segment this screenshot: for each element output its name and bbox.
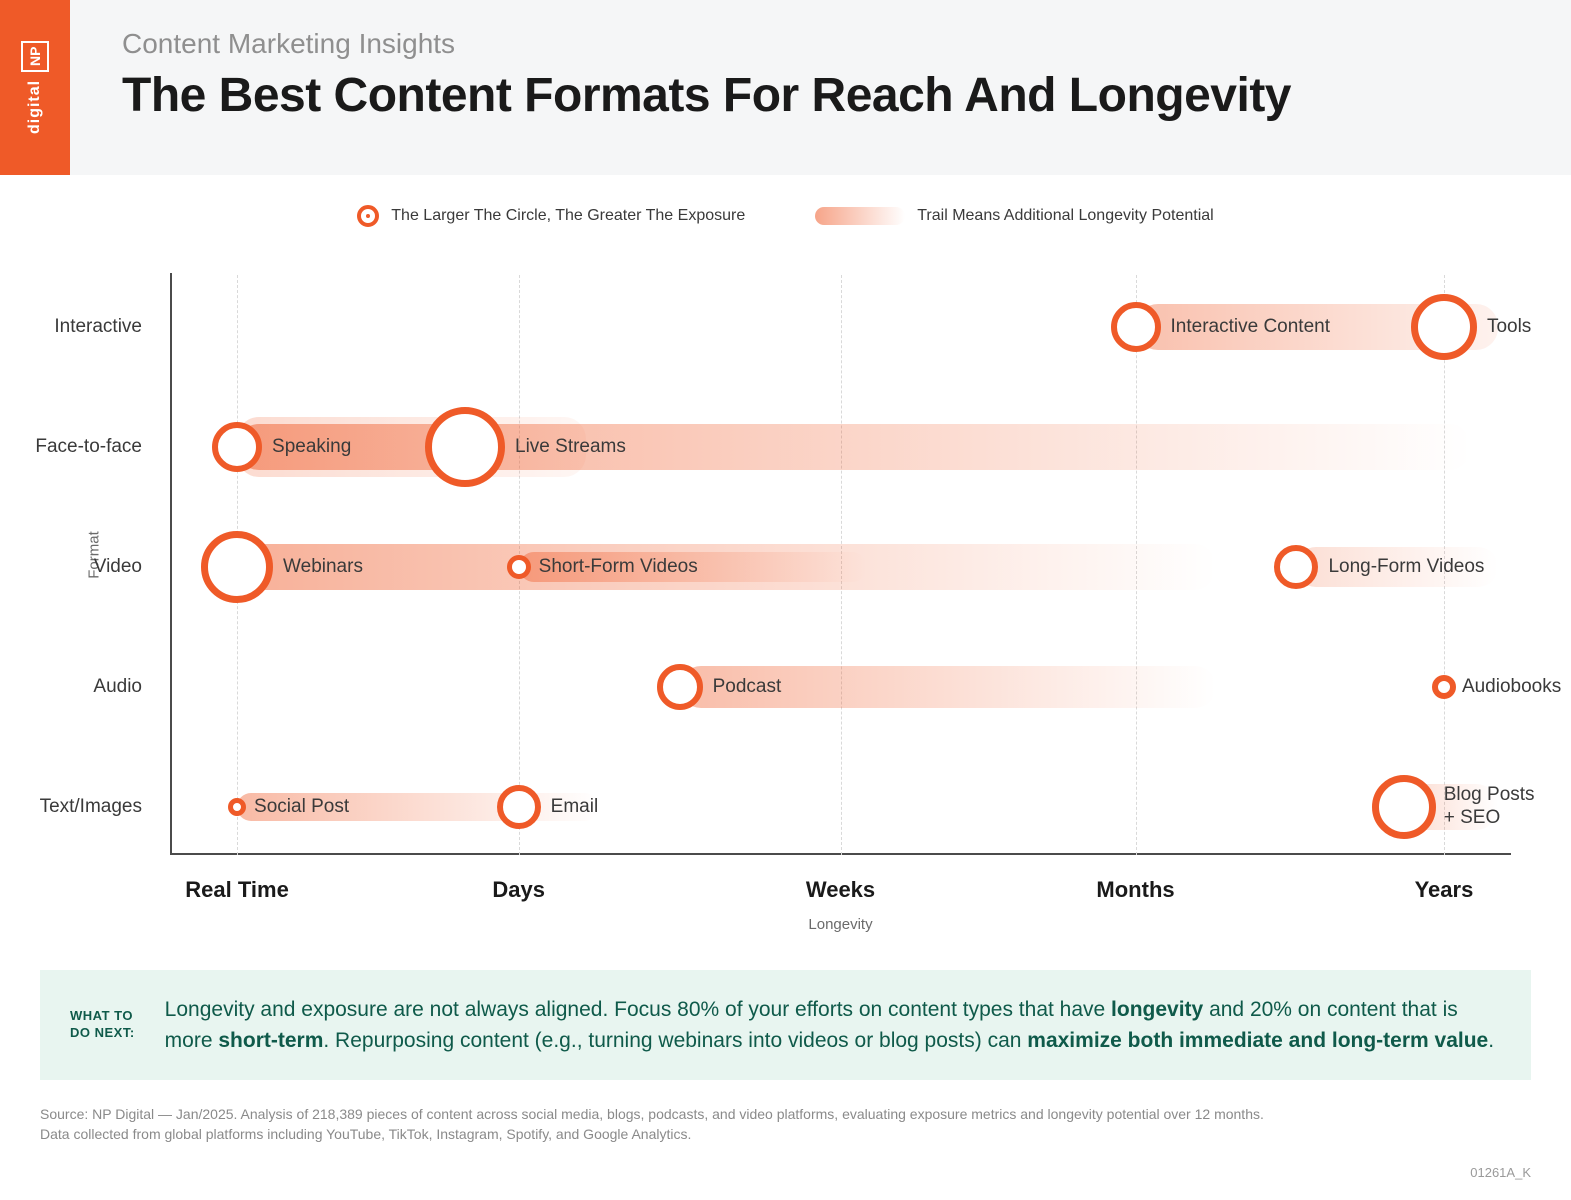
y-tick-label: Text/Images [40, 796, 142, 818]
x-tick-label: Years [1415, 877, 1474, 903]
y-tick-label: Video [94, 556, 142, 578]
x-tick-label: Real Time [185, 877, 289, 903]
chart: The Larger The Circle, The Greater The E… [50, 205, 1521, 935]
source-line1: Source: NP Digital — Jan/2025. Analysis … [40, 1104, 1531, 1124]
legend-circle-item: The Larger The Circle, The Greater The E… [357, 205, 745, 227]
legend-trail-item: Trail Means Additional Longevity Potenti… [815, 205, 1213, 227]
plot-area: Format Longevity Real TimeDaysWeeksMonth… [170, 255, 1511, 855]
bubble-label: Tools [1487, 316, 1531, 338]
legend: The Larger The Circle, The Greater The E… [50, 205, 1521, 227]
next-label: WHAT TODO NEXT: [70, 1008, 135, 1042]
title-block: Content Marketing Insights The Best Cont… [70, 0, 1291, 175]
x-tick-label: Months [1096, 877, 1174, 903]
bubble-label: Audiobooks [1462, 676, 1561, 698]
brand-line1: digital [26, 80, 44, 134]
x-tick-label: Weeks [806, 877, 875, 903]
bubble-label: Email [551, 796, 599, 818]
source: Source: NP Digital — Jan/2025. Analysis … [40, 1104, 1531, 1145]
y-tick-label: Interactive [54, 316, 142, 338]
bubble-label: Short-Form Videos [539, 556, 698, 578]
eyebrow: Content Marketing Insights [122, 28, 1291, 60]
bubble [1372, 775, 1436, 839]
bubble [201, 531, 273, 603]
bubble [657, 664, 703, 710]
bubble-label: Interactive Content [1171, 316, 1330, 338]
bubble [497, 785, 541, 829]
bubble [228, 798, 246, 816]
bubble-label: Live Streams [515, 436, 626, 458]
bubble-label: Social Post [254, 796, 349, 818]
bubble [212, 422, 262, 472]
y-tick-label: Audio [93, 676, 142, 698]
bubble-label: Long-Form Videos [1328, 556, 1484, 578]
what-to-do-next: WHAT TODO NEXT: Longevity and exposure a… [40, 970, 1531, 1080]
legend-circle-label: The Larger The Circle, The Greater The E… [391, 207, 745, 225]
trail [237, 424, 1471, 470]
x-axis-title: Longevity [808, 916, 872, 933]
y-axis-line [170, 273, 172, 855]
bubble [1411, 294, 1477, 360]
headline: The Best Content Formats For Reach And L… [122, 68, 1291, 123]
legend-trail-label: Trail Means Additional Longevity Potenti… [917, 207, 1213, 225]
bubble-label: Speaking [272, 436, 351, 458]
bubble-label: Webinars [283, 556, 363, 578]
bubble [507, 555, 531, 579]
bubble-label: Podcast [713, 676, 782, 698]
bubble [1274, 545, 1318, 589]
trail [237, 544, 1216, 590]
bubble [1111, 302, 1161, 352]
legend-trail-icon [815, 207, 905, 225]
header: digital NP Content Marketing Insights Th… [0, 0, 1571, 175]
source-line2: Data collected from global platforms inc… [40, 1124, 1531, 1144]
bubble-label: Blog Posts+ SEO [1444, 784, 1535, 830]
x-tick-label: Days [492, 877, 545, 903]
brand-line2: NP [21, 41, 49, 72]
brand-badge: digital NP [0, 0, 70, 175]
bubble [425, 407, 505, 487]
grid-line [1136, 275, 1137, 855]
y-tick-label: Face-to-face [35, 436, 142, 458]
reference-code: 01261A_K [1470, 1165, 1531, 1180]
legend-circle-icon [357, 205, 379, 227]
next-body: Longevity and exposure are not always al… [165, 994, 1501, 1056]
bubble [1432, 675, 1456, 699]
grid-line [841, 275, 842, 855]
